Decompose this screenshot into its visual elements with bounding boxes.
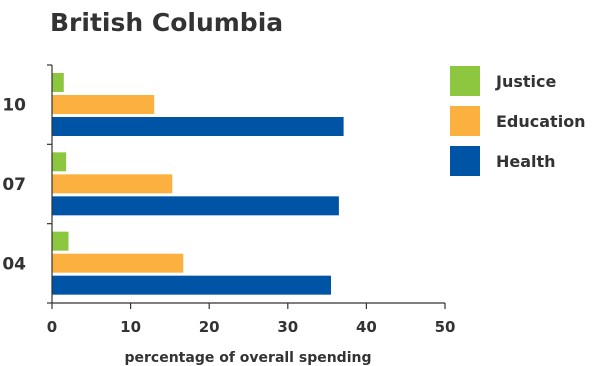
x-axis-title: percentage of overall spending — [125, 350, 372, 366]
bar-justice-10 — [52, 73, 64, 92]
legend-label-justice: Justice — [495, 72, 556, 91]
x-tick-label: 40 — [356, 318, 377, 336]
category-label: 07 — [2, 175, 26, 195]
bars — [52, 73, 344, 295]
x-axis-ticks: 0 10 20 30 40 50 — [47, 303, 456, 336]
category-label: 04 — [2, 254, 26, 274]
bar-education-10 — [52, 95, 155, 114]
bar-education-04 — [52, 253, 184, 273]
category-ticks: 10 07 04 — [2, 64, 52, 304]
legend-label-education: Education — [496, 112, 586, 131]
bar-justice-07 — [52, 152, 67, 172]
legend-label-health: Health — [496, 152, 556, 171]
category-label: 10 — [2, 96, 26, 116]
bar-health-10 — [52, 117, 344, 136]
bar-education-07 — [52, 174, 173, 194]
x-tick-label: 10 — [120, 318, 141, 336]
x-tick-label: 0 — [47, 318, 57, 336]
chart-title: British Columbia — [50, 8, 283, 37]
bar-health-04 — [52, 275, 332, 295]
legend-swatch-justice — [450, 66, 480, 96]
x-tick-label: 20 — [199, 318, 220, 336]
bar-health-07 — [52, 196, 339, 216]
x-tick-label: 30 — [277, 318, 298, 336]
legend-swatch-health — [450, 146, 480, 176]
legend: Justice Education Health — [450, 66, 586, 176]
bar-justice-04 — [52, 231, 69, 251]
x-tick-label: 50 — [435, 318, 456, 336]
legend-swatch-education — [450, 106, 480, 136]
